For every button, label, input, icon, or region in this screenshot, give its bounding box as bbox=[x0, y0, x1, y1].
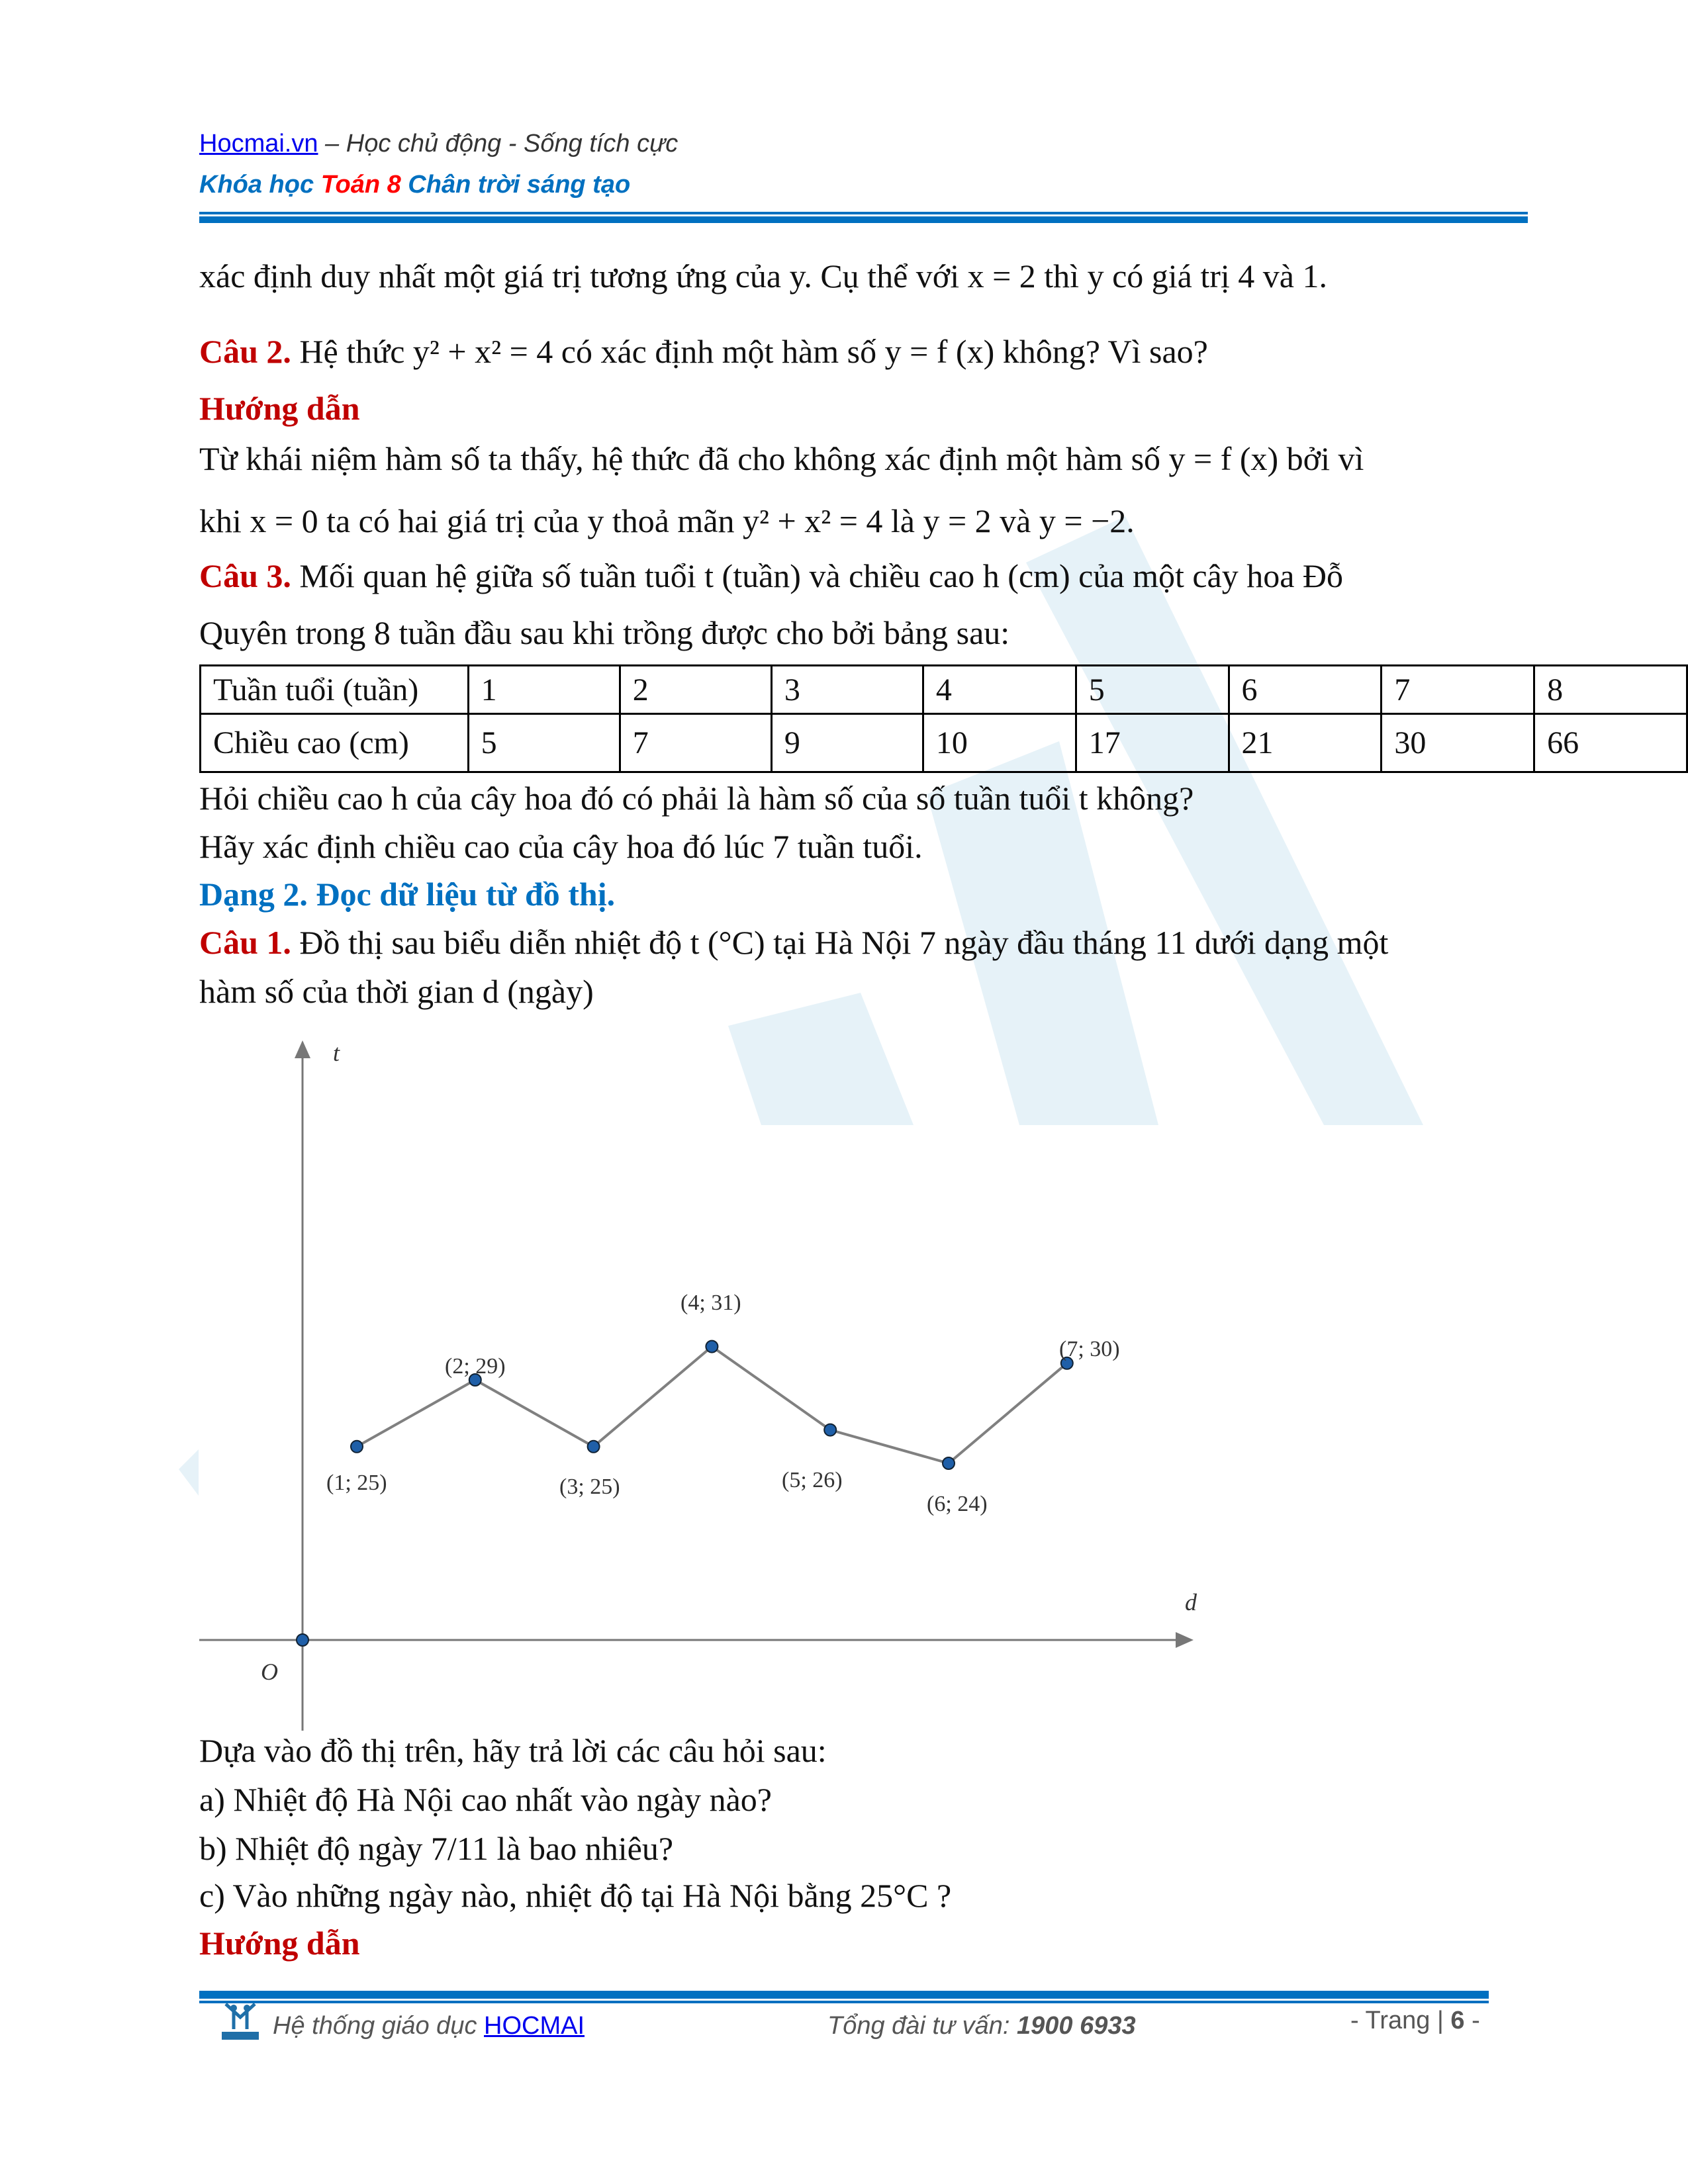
growth-table: Tuần tuổi (tuần) 1 2 3 4 5 6 7 8 Chiều c… bbox=[199, 664, 1688, 773]
point-label: (3; 25) bbox=[559, 1475, 620, 1499]
data-point bbox=[586, 1439, 600, 1453]
question-label: Câu 3. bbox=[199, 557, 291, 594]
slogan: – Học chủ động - Sống tích cực bbox=[318, 130, 679, 158]
footer-divider-thick bbox=[199, 1991, 1489, 1999]
text-line: Hãy xác định chiều cao của cây hoa đó lú… bbox=[199, 828, 923, 865]
page-suffix: - bbox=[1464, 2007, 1480, 2034]
hotline-number: 1900 6933 bbox=[1017, 2012, 1136, 2040]
data-point bbox=[1060, 1356, 1074, 1370]
point-label: (5; 26) bbox=[782, 1468, 843, 1492]
table-row: Tuần tuổi (tuần) 1 2 3 4 5 6 7 8 bbox=[199, 664, 1688, 715]
point-label: (2; 29) bbox=[445, 1354, 506, 1379]
x-axis-label: d bbox=[1185, 1589, 1197, 1615]
text-line: b) Nhiệt độ ngày 7/11 là bao nhiêu? bbox=[199, 1830, 674, 1867]
data-point bbox=[705, 1340, 719, 1353]
table-cell: 21 bbox=[1227, 713, 1383, 773]
table-cell: 2 bbox=[618, 664, 773, 715]
course-title: Khóa học Toán 8 Chân trời sáng tạo bbox=[199, 171, 630, 199]
course-highlight: Toán 8 bbox=[320, 171, 401, 199]
table-cell: 7 bbox=[618, 713, 773, 773]
text-line: xác định duy nhất một giá trị tương ứng … bbox=[199, 257, 1327, 295]
table-cell: 7 bbox=[1380, 664, 1536, 715]
table-cell: 30 bbox=[1380, 713, 1536, 773]
point-label: (6; 24) bbox=[927, 1492, 988, 1516]
question-label: Câu 1. bbox=[199, 924, 291, 961]
footer-system: Hệ thống giáo dục HOCMAI bbox=[273, 2012, 585, 2040]
table-cell: 4 bbox=[921, 664, 1077, 715]
table-cell: 6 bbox=[1227, 664, 1383, 715]
point-label: (4; 31) bbox=[680, 1291, 741, 1315]
course-prefix: Khóa học bbox=[199, 171, 321, 199]
row-header: Chiều cao (cm) bbox=[199, 713, 469, 773]
table-row: Chiều cao (cm) 5 7 9 10 17 21 30 66 bbox=[199, 713, 1688, 773]
text-line: c) Vào những ngày nào, nhiệt độ tại Hà N… bbox=[199, 1877, 952, 1914]
data-point bbox=[942, 1457, 955, 1470]
page-number: - Trang | 6 - bbox=[1350, 2007, 1480, 2035]
question-label: Câu 2. bbox=[199, 333, 291, 370]
page-number-value: 6 bbox=[1450, 2007, 1465, 2034]
question-text: Hệ thức y² + x² = 4 có xác định một hàm … bbox=[291, 333, 1208, 370]
footer-system-text: Hệ thống giáo dục bbox=[273, 2012, 485, 2040]
question-1: Câu 1. Đồ thị sau biểu diễn nhiệt độ t (… bbox=[199, 923, 1388, 962]
text-line: Hỏi chiều cao h của cây hoa đó có phải l… bbox=[199, 780, 1194, 817]
hocmai-footer-link[interactable]: HOCMAI bbox=[484, 2012, 585, 2040]
point-label: (7; 30) bbox=[1059, 1337, 1120, 1361]
table-cell: 9 bbox=[770, 713, 924, 773]
header-divider bbox=[199, 212, 1528, 214]
footer-divider bbox=[199, 2001, 1489, 2003]
footer-hotline: Tổng đài tư vấn: 1900 6933 bbox=[827, 2012, 1136, 2040]
table-cell: 10 bbox=[921, 713, 1077, 773]
answer-line: khi x = 0 ta có hai giá trị của y thoả m… bbox=[199, 502, 1135, 539]
text-line: hàm số của thời gian d (ngày) bbox=[199, 973, 594, 1010]
hotline-label: Tổng đài tư vấn: bbox=[827, 2012, 1017, 2040]
question-3: Câu 3. Mối quan hệ giữa số tuần tuổi t (… bbox=[199, 556, 1343, 596]
question-text: Mối quan hệ giữa số tuần tuổi t (tuần) v… bbox=[291, 557, 1344, 594]
row-header: Tuần tuổi (tuần) bbox=[199, 664, 469, 715]
header-divider-thick bbox=[199, 216, 1528, 223]
table-cell: 5 bbox=[467, 713, 621, 773]
table-cell: 3 bbox=[770, 664, 924, 715]
data-point bbox=[823, 1423, 837, 1437]
text-line: Dựa vào đồ thị trên, hãy trả lời các câu… bbox=[199, 1732, 827, 1769]
data-point bbox=[350, 1439, 363, 1453]
table-cell: 5 bbox=[1074, 664, 1230, 715]
origin-point bbox=[296, 1633, 309, 1647]
y-axis-label: t bbox=[333, 1040, 340, 1066]
question-2: Câu 2. Hệ thức y² + x² = 4 có xác định m… bbox=[199, 332, 1208, 371]
table-cell: 1 bbox=[467, 664, 621, 715]
page-prefix: - Trang | bbox=[1350, 2007, 1451, 2034]
hocmai-logo-icon bbox=[222, 2003, 259, 2040]
guide-heading: Hướng dẫn bbox=[199, 390, 360, 427]
hocmai-link[interactable]: Hocmai.vn bbox=[199, 130, 318, 158]
table-cell: 17 bbox=[1074, 713, 1230, 773]
course-suffix: Chân trời sáng tạo bbox=[400, 171, 631, 199]
text-line: a) Nhiệt độ Hà Nội cao nhất vào ngày nào… bbox=[199, 1781, 772, 1818]
data-point bbox=[468, 1373, 482, 1387]
table-cell: 8 bbox=[1533, 664, 1688, 715]
header-line: Hocmai.vn – Học chủ động - Sống tích cực bbox=[199, 130, 678, 158]
guide-heading: Hướng dẫn bbox=[199, 1925, 360, 1962]
question-text: Đồ thị sau biểu diễn nhiệt độ t (°C) tại… bbox=[291, 924, 1389, 961]
point-label: (1; 25) bbox=[326, 1471, 387, 1495]
table-cell: 66 bbox=[1533, 713, 1688, 773]
text-line: Quyên trong 8 tuần đầu sau khi trồng đượ… bbox=[199, 614, 1010, 651]
answer-line: Từ khái niệm hàm số ta thấy, hệ thức đã … bbox=[199, 440, 1364, 477]
section-heading: Dạng 2. Đọc dữ liệu từ đồ thị. bbox=[199, 876, 616, 913]
origin-label: O bbox=[261, 1659, 278, 1685]
